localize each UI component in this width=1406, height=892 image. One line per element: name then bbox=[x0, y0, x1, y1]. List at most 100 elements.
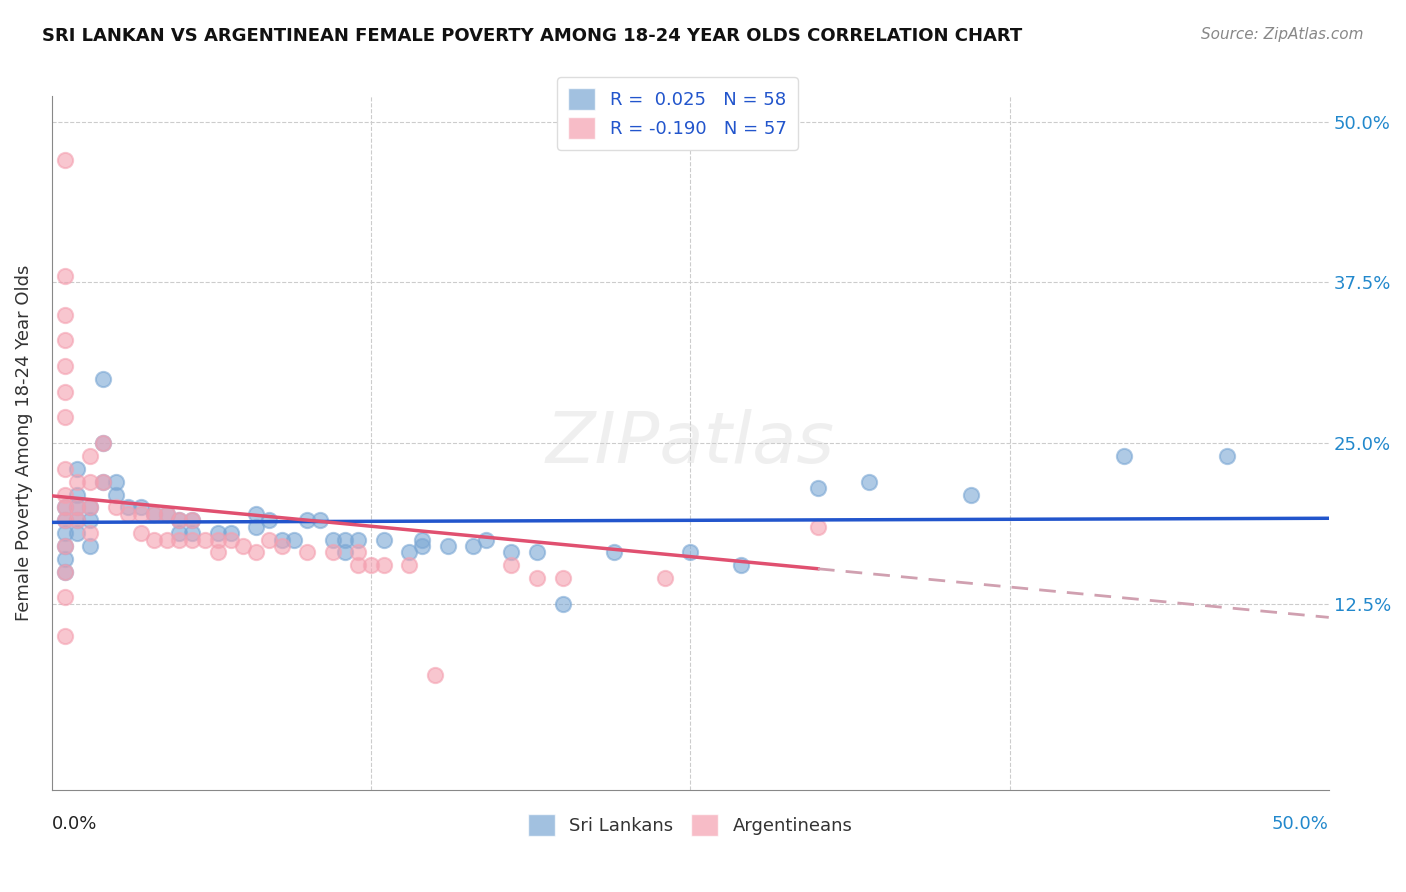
Sri Lankans bbox=[245, 507, 267, 521]
Argentineans bbox=[129, 507, 152, 521]
Sri Lankans bbox=[66, 526, 89, 541]
Sri Lankans bbox=[270, 533, 292, 547]
Argentineans bbox=[194, 533, 217, 547]
Argentineans bbox=[156, 507, 179, 521]
Sri Lankans bbox=[219, 526, 242, 541]
Sri Lankans bbox=[66, 462, 89, 476]
Sri Lankans bbox=[526, 545, 548, 559]
Sri Lankans bbox=[79, 539, 101, 553]
Sri Lankans bbox=[91, 475, 114, 489]
Sri Lankans bbox=[181, 526, 204, 541]
Argentineans bbox=[501, 558, 523, 573]
Sri Lankans bbox=[730, 558, 752, 573]
Sri Lankans bbox=[245, 519, 267, 533]
Sri Lankans bbox=[53, 565, 76, 579]
Argentineans bbox=[53, 333, 76, 347]
Argentineans bbox=[526, 571, 548, 585]
Sri Lankans bbox=[398, 545, 420, 559]
Argentineans bbox=[807, 519, 830, 533]
Sri Lankans bbox=[322, 533, 344, 547]
Argentineans bbox=[654, 571, 676, 585]
Sri Lankans bbox=[257, 513, 280, 527]
Argentineans bbox=[360, 558, 382, 573]
Sri Lankans bbox=[169, 526, 191, 541]
Sri Lankans bbox=[309, 513, 332, 527]
Argentineans bbox=[207, 533, 229, 547]
Sri Lankans bbox=[335, 545, 357, 559]
Argentineans bbox=[53, 384, 76, 399]
Argentineans bbox=[257, 533, 280, 547]
Sri Lankans bbox=[104, 475, 127, 489]
Sri Lankans bbox=[104, 487, 127, 501]
Argentineans bbox=[53, 565, 76, 579]
Argentineans bbox=[91, 436, 114, 450]
Sri Lankans bbox=[66, 500, 89, 515]
Argentineans bbox=[156, 533, 179, 547]
Argentineans bbox=[53, 591, 76, 605]
Argentineans bbox=[53, 359, 76, 373]
Argentineans bbox=[91, 475, 114, 489]
Sri Lankans bbox=[295, 513, 318, 527]
Argentineans bbox=[270, 539, 292, 553]
Argentineans bbox=[295, 545, 318, 559]
Sri Lankans bbox=[283, 533, 305, 547]
Sri Lankans bbox=[129, 500, 152, 515]
Sri Lankans bbox=[1114, 449, 1136, 463]
Sri Lankans bbox=[411, 539, 433, 553]
Text: ZIPatlas: ZIPatlas bbox=[546, 409, 835, 477]
Argentineans bbox=[53, 410, 76, 425]
Argentineans bbox=[117, 507, 139, 521]
Argentineans bbox=[142, 533, 165, 547]
Argentineans bbox=[142, 507, 165, 521]
Sri Lankans bbox=[463, 539, 485, 553]
Sri Lankans bbox=[91, 436, 114, 450]
Text: 50.0%: 50.0% bbox=[1272, 814, 1329, 832]
Argentineans bbox=[347, 545, 370, 559]
Sri Lankans bbox=[53, 526, 76, 541]
Sri Lankans bbox=[807, 481, 830, 495]
Argentineans bbox=[551, 571, 574, 585]
Argentineans bbox=[79, 500, 101, 515]
Sri Lankans bbox=[181, 513, 204, 527]
Text: Source: ZipAtlas.com: Source: ZipAtlas.com bbox=[1201, 27, 1364, 42]
Sri Lankans bbox=[156, 507, 179, 521]
Sri Lankans bbox=[335, 533, 357, 547]
Argentineans bbox=[245, 545, 267, 559]
Argentineans bbox=[53, 539, 76, 553]
Argentineans bbox=[53, 153, 76, 168]
Sri Lankans bbox=[79, 500, 101, 515]
Argentineans bbox=[79, 526, 101, 541]
Sri Lankans bbox=[858, 475, 880, 489]
Argentineans bbox=[66, 500, 89, 515]
Sri Lankans bbox=[1215, 449, 1237, 463]
Argentineans bbox=[53, 268, 76, 283]
Sri Lankans bbox=[436, 539, 458, 553]
Sri Lankans bbox=[117, 500, 139, 515]
Argentineans bbox=[53, 308, 76, 322]
Argentineans bbox=[181, 533, 204, 547]
Argentineans bbox=[129, 526, 152, 541]
Sri Lankans bbox=[602, 545, 624, 559]
Sri Lankans bbox=[53, 513, 76, 527]
Sri Lankans bbox=[79, 513, 101, 527]
Sri Lankans bbox=[91, 372, 114, 386]
Sri Lankans bbox=[475, 533, 498, 547]
Argentineans bbox=[423, 667, 446, 681]
Argentineans bbox=[104, 500, 127, 515]
Argentineans bbox=[66, 475, 89, 489]
Argentineans bbox=[79, 449, 101, 463]
Argentineans bbox=[53, 487, 76, 501]
Sri Lankans bbox=[169, 513, 191, 527]
Argentineans bbox=[232, 539, 254, 553]
Argentineans bbox=[347, 558, 370, 573]
Sri Lankans bbox=[53, 539, 76, 553]
Argentineans bbox=[373, 558, 395, 573]
Sri Lankans bbox=[53, 552, 76, 566]
Sri Lankans bbox=[679, 545, 702, 559]
Argentineans bbox=[322, 545, 344, 559]
Argentineans bbox=[66, 513, 89, 527]
Sri Lankans bbox=[551, 597, 574, 611]
Legend: R =  0.025   N = 58, R = -0.190   N = 57: R = 0.025 N = 58, R = -0.190 N = 57 bbox=[557, 77, 797, 150]
Text: SRI LANKAN VS ARGENTINEAN FEMALE POVERTY AMONG 18-24 YEAR OLDS CORRELATION CHART: SRI LANKAN VS ARGENTINEAN FEMALE POVERTY… bbox=[42, 27, 1022, 45]
Sri Lankans bbox=[66, 513, 89, 527]
